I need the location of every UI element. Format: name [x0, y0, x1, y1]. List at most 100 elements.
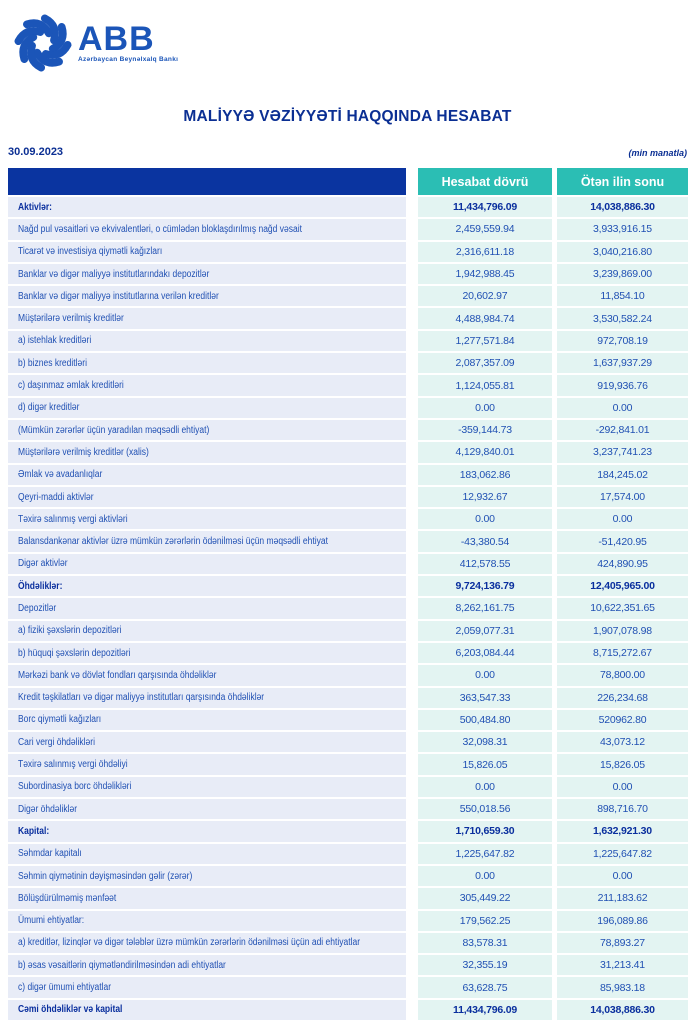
value-previous-year-end: 14,038,886.30 — [557, 999, 688, 1022]
row-label: Bölüşdürülməmiş mənfəət — [8, 888, 406, 911]
value-previous-year-end: 211,183.62 — [557, 888, 688, 911]
row-label: Cari vergi öhdəlikləri — [8, 732, 406, 755]
table-row: Banklar və digər maliyyə institutlarında… — [8, 263, 688, 287]
table-row: Təxirə salınmış vergi öhdəliyi 15,826.05 1… — [8, 754, 688, 777]
value-previous-year-end: 1,907,078.98 — [557, 620, 688, 643]
value-previous-year-end: 0.00 — [557, 865, 688, 889]
table-row: Ümumi ehtiyatlar: 179,562.25 196,089.86 — [8, 910, 688, 933]
value-previous-year-end: 1,637,937.29 — [557, 353, 688, 376]
value-previous-year-end: -51,420.95 — [557, 531, 688, 554]
table-row: a) fiziki şəxslərin depozitləri 2,059,077… — [8, 620, 688, 643]
table-row: Bölüşdürülməmiş mənfəət 305,449.22 211,183… — [8, 888, 688, 911]
row-label: a) kreditlər, lizinqlər və digər tələblə… — [8, 932, 406, 956]
row-label: Borc qiymətli kağızları — [8, 709, 406, 733]
row-label: c) daşınmaz əmlak kreditləri — [8, 375, 406, 398]
row-label: Digər öhdəliklər — [8, 799, 406, 822]
value-current-period: 1,225,647.82 — [418, 843, 552, 866]
table-row: Depozitlər 8,262,161.75 10,622,351.65 — [8, 598, 688, 621]
row-label: Mərkəzi bank və dövlət fondları qarşısın… — [8, 665, 406, 688]
value-previous-year-end: 3,239,869.00 — [557, 263, 688, 287]
row-label: Cəmi öhdəliklər və kapital — [8, 999, 406, 1022]
value-current-period: 500,484.80 — [418, 709, 552, 733]
table-row: Kredit təşkilatları və digər maliyyə ins… — [8, 687, 688, 710]
value-current-period: 2,059,077.31 — [418, 620, 552, 643]
table-row: Öhdəliklər: 9,724,136.79 12,405,965.00 — [8, 576, 688, 599]
row-label: Təxirə salınmış vergi aktivləri — [8, 509, 406, 532]
row-label: (Mümkün zərərlər üçün yaradılan məqsədli… — [8, 419, 406, 443]
value-previous-year-end: 12,405,965.00 — [557, 576, 688, 599]
table-row: a) kreditlər, lizinqlər və digər tələblə… — [8, 932, 688, 956]
row-label: Səhmin qiymətinin dəyişməsindən gəlir (z… — [8, 865, 406, 889]
value-previous-year-end: 11,854.10 — [557, 286, 688, 309]
brand-header: ABB Azərbaycan Beynəlxalq Bankı — [12, 12, 178, 74]
value-previous-year-end: 3,040,216.80 — [557, 241, 688, 264]
table-row: Borc qiymətli kağızları 500,484.80 520962.… — [8, 709, 688, 733]
table-row: Balansdankənar aktivlər üzrə mümkün zərə… — [8, 531, 688, 554]
row-label: b) hüquqi şəxslərin depozitləri — [8, 642, 406, 666]
value-previous-year-end: 898,716.70 — [557, 799, 688, 822]
value-previous-year-end: 1,632,921.30 — [557, 821, 688, 844]
row-label: Ticarət və investisiya qiymətli kağızlar… — [8, 241, 406, 264]
row-label: Qeyri-maddi aktivlər — [8, 486, 406, 510]
table-row: Digər öhdəliklər 550,018.56 898,716.70 — [8, 799, 688, 822]
row-label: Nağd pul vəsaitləri və ekvivalentləri, o… — [8, 219, 406, 242]
table-row: Mərkəzi bank və dövlət fondları qarşısın… — [8, 665, 688, 688]
value-previous-year-end: 15,826.05 — [557, 754, 688, 777]
value-previous-year-end: 520962.80 — [557, 709, 688, 733]
value-previous-year-end: 3,933,916.15 — [557, 219, 688, 242]
table-row: Cari vergi öhdəlikləri 32,098.31 43,073.12 — [8, 732, 688, 755]
value-current-period: 1,710,659.30 — [418, 821, 552, 844]
report-date: 30.09.2023 — [8, 146, 64, 158]
row-label: Əmlak və avadanlıqlar — [8, 464, 406, 487]
row-label: Müştərilərə verilmiş kreditlər — [8, 308, 406, 331]
value-previous-year-end: 14,038,886.30 — [557, 197, 688, 220]
value-previous-year-end: 0.00 — [557, 509, 688, 532]
brand-tagline: Azərbaycan Beynəlxalq Bankı — [78, 55, 179, 63]
row-label: Ümumi ehtiyatlar: — [8, 910, 406, 933]
value-current-period: 2,087,357.09 — [418, 353, 552, 376]
value-previous-year-end: 31,213.41 — [557, 955, 688, 978]
table-row: b) əsas vəsaitlərin qiymətləndirilməsind… — [8, 955, 688, 978]
value-current-period: 412,578.55 — [418, 553, 552, 577]
value-previous-year-end: 17,574.00 — [557, 486, 688, 510]
meta-row: 30.09.2023 (min manatla) — [8, 146, 687, 158]
value-current-period: 0.00 — [418, 397, 552, 420]
value-previous-year-end: 972,708.19 — [557, 330, 688, 354]
table-row: Digər aktivlər 412,578.55 424,890.95 — [8, 553, 688, 577]
value-current-period: 12,932.67 — [418, 486, 552, 510]
row-label: Balansdankənar aktivlər üzrə mümkün zərə… — [8, 531, 406, 554]
value-previous-year-end: 3,237,741.23 — [557, 442, 688, 465]
value-current-period: 15,826.05 — [418, 754, 552, 777]
row-label: Depozitlər — [8, 598, 406, 621]
value-previous-year-end: 8,715,272.67 — [557, 642, 688, 666]
value-previous-year-end: 0.00 — [557, 397, 688, 420]
row-label: b) əsas vəsaitlərin qiymətləndirilməsind… — [8, 955, 406, 978]
row-label: Banklar və digər maliyyə institutlarında… — [8, 263, 406, 287]
header-spacer-bar — [8, 168, 406, 195]
table-row: Müştərilərə verilmiş kreditlər 4,488,984.… — [8, 308, 688, 331]
value-previous-year-end: 43,073.12 — [557, 732, 688, 755]
balance-sheet-table: Hesabat dövrü Ötən ilin sonu Aktivlər: 11… — [8, 168, 688, 1022]
table-row: Cəmi öhdəliklər və kapital 11,434,796.09 1… — [8, 999, 688, 1022]
value-current-period: 83,578.31 — [418, 932, 552, 956]
table-row: Əmlak və avadanlıqlar 183,062.86 184,245.0… — [8, 464, 688, 487]
value-previous-year-end: 424,890.95 — [557, 553, 688, 577]
table-row: (Mümkün zərərlər üçün yaradılan məqsədli… — [8, 419, 688, 443]
table-row: Səhmdar kapitalı 1,225,647.82 1,225,647.82 — [8, 843, 688, 866]
brand-name: ABB — [78, 19, 155, 58]
row-label: Təxirə salınmış vergi öhdəliyi — [8, 754, 406, 777]
value-current-period: 0.00 — [418, 665, 552, 688]
value-current-period: 2,316,611.18 — [418, 241, 552, 264]
row-label: Digər aktivlər — [8, 553, 406, 577]
value-current-period: 0.00 — [418, 865, 552, 889]
value-current-period: 363,547.33 — [418, 687, 552, 710]
value-current-period: 6,203,084.44 — [418, 642, 552, 666]
row-label: Subordinasiya borc öhdəlikləri — [8, 776, 406, 800]
value-current-period: 0.00 — [418, 509, 552, 532]
value-previous-year-end: 226,234.68 — [557, 687, 688, 710]
value-previous-year-end: -292,841.01 — [557, 419, 688, 443]
value-current-period: 4,488,984.74 — [418, 308, 552, 331]
value-previous-year-end: 919,936.76 — [557, 375, 688, 398]
value-current-period: 32,098.31 — [418, 732, 552, 755]
